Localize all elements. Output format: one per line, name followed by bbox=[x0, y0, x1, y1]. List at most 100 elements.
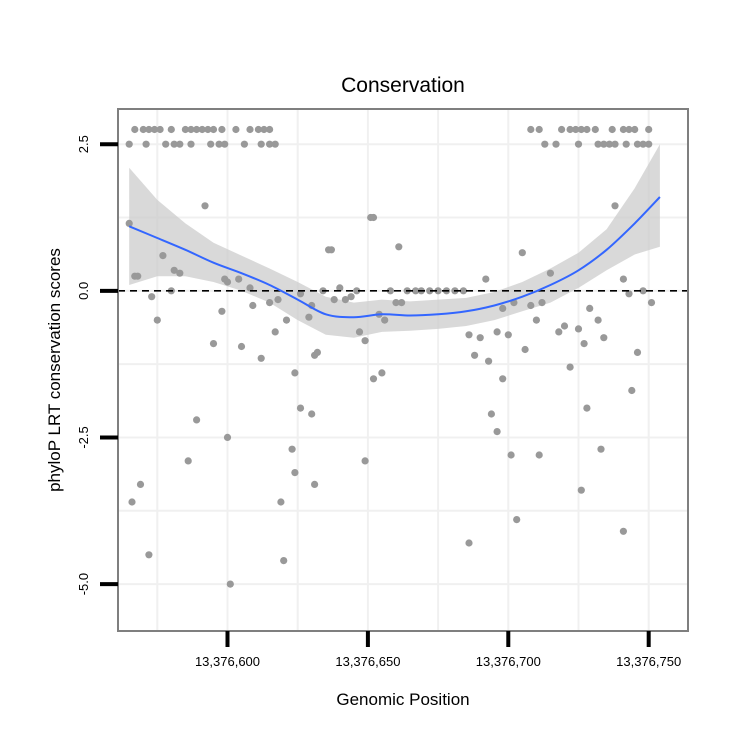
x-tick-label: 13,376,600 bbox=[195, 654, 260, 669]
data-point bbox=[611, 140, 619, 148]
data-point bbox=[412, 287, 420, 295]
plot-frame bbox=[117, 108, 689, 632]
data-point bbox=[353, 287, 361, 295]
data-point bbox=[608, 125, 616, 134]
data-point bbox=[128, 498, 136, 506]
data-point bbox=[482, 275, 490, 283]
data-point bbox=[594, 140, 602, 148]
data-point bbox=[148, 293, 156, 301]
data-point bbox=[226, 580, 234, 588]
data-point bbox=[381, 316, 389, 324]
data-point bbox=[465, 539, 473, 547]
data-point bbox=[260, 125, 268, 134]
data-point bbox=[493, 328, 501, 336]
data-point bbox=[577, 486, 585, 494]
data-point bbox=[193, 125, 201, 134]
data-point bbox=[280, 557, 288, 565]
data-point bbox=[647, 299, 656, 307]
x-tick-label: 13,376,750 bbox=[616, 654, 681, 669]
data-point bbox=[434, 287, 442, 295]
data-point bbox=[527, 301, 535, 310]
data-point bbox=[142, 140, 150, 148]
data-point bbox=[426, 287, 434, 295]
data-point bbox=[583, 125, 591, 134]
data-point bbox=[296, 404, 305, 412]
data-point bbox=[125, 219, 133, 227]
data-point bbox=[645, 125, 653, 134]
data-point bbox=[639, 287, 647, 295]
data-point bbox=[330, 296, 338, 304]
data-point bbox=[605, 140, 614, 148]
data-point bbox=[527, 125, 535, 134]
y-tick-label: 2.5 bbox=[76, 135, 91, 153]
data-point bbox=[600, 334, 608, 342]
data-point bbox=[459, 287, 467, 295]
data-point bbox=[176, 269, 184, 277]
y-tick-label: -5.0 bbox=[76, 573, 91, 595]
data-point bbox=[499, 375, 507, 383]
data-point bbox=[209, 125, 218, 134]
data-point bbox=[541, 140, 549, 148]
data-point bbox=[625, 125, 633, 134]
data-point bbox=[288, 445, 296, 453]
data-point bbox=[156, 125, 164, 134]
data-point bbox=[145, 551, 153, 559]
grid-layer bbox=[118, 109, 688, 631]
x-tick-label: 13,376,700 bbox=[476, 654, 541, 669]
data-point bbox=[586, 304, 594, 312]
data-point bbox=[622, 140, 630, 148]
data-point bbox=[513, 516, 521, 524]
data-point bbox=[558, 125, 566, 134]
data-point bbox=[487, 410, 495, 418]
data-point bbox=[347, 293, 355, 301]
data-point bbox=[535, 451, 543, 459]
data-point bbox=[577, 125, 585, 134]
data-point bbox=[327, 246, 335, 254]
x-tick-label: 13,376,650 bbox=[335, 654, 400, 669]
data-point bbox=[485, 357, 493, 365]
data-point bbox=[546, 269, 555, 277]
data-point bbox=[341, 296, 349, 304]
data-point bbox=[313, 348, 321, 356]
data-point bbox=[246, 284, 254, 292]
data-point bbox=[139, 125, 147, 134]
data-point bbox=[555, 328, 563, 336]
data-point bbox=[246, 125, 254, 134]
data-point bbox=[566, 363, 574, 371]
data-point bbox=[521, 345, 529, 354]
data-point bbox=[591, 125, 599, 134]
data-point bbox=[187, 125, 195, 134]
data-point bbox=[215, 140, 223, 148]
data-point bbox=[398, 299, 406, 307]
data-point bbox=[254, 125, 262, 134]
data-point bbox=[136, 480, 145, 488]
data-point bbox=[131, 125, 139, 134]
data-point bbox=[532, 316, 541, 324]
data-point bbox=[594, 316, 602, 324]
data-point bbox=[150, 125, 159, 134]
data-point bbox=[633, 348, 642, 356]
data-point bbox=[311, 480, 319, 488]
data-point bbox=[187, 140, 195, 148]
data-point bbox=[538, 299, 546, 307]
data-point bbox=[218, 125, 226, 134]
data-point bbox=[193, 416, 201, 424]
data-point bbox=[271, 140, 279, 148]
data-point bbox=[201, 202, 209, 210]
data-point bbox=[471, 351, 479, 359]
data-point bbox=[465, 331, 473, 339]
data-point bbox=[176, 140, 184, 148]
data-point bbox=[361, 457, 369, 465]
x-axis-label: Genomic Position bbox=[336, 690, 469, 709]
data-point bbox=[386, 287, 394, 295]
y-tick-label: 0.0 bbox=[76, 282, 91, 300]
data-point bbox=[639, 140, 647, 148]
data-point bbox=[631, 125, 639, 134]
data-point bbox=[204, 125, 212, 134]
data-point bbox=[619, 275, 628, 283]
data-point bbox=[223, 433, 232, 441]
data-point bbox=[628, 386, 636, 395]
data-point bbox=[266, 299, 274, 307]
data-point bbox=[271, 328, 279, 336]
